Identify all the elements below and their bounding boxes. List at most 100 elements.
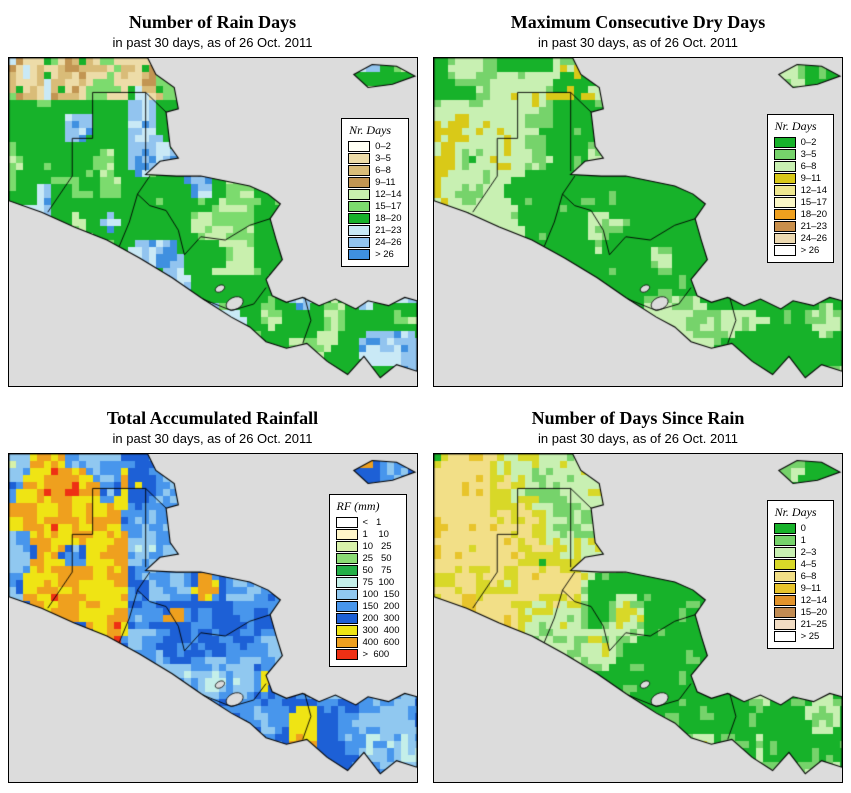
- legend-swatch: [335, 613, 358, 624]
- legend-label: 18–20: [375, 213, 402, 224]
- legend-swatch: [335, 517, 358, 528]
- legend-row: 1: [773, 535, 827, 546]
- legend-label: > 25: [800, 631, 820, 642]
- legend-row: 12–14: [773, 595, 827, 606]
- legend-label: 15–17: [800, 197, 827, 208]
- legend-label: 100 150: [362, 589, 400, 600]
- panel-subtitle: in past 30 days, as of 26 Oct. 2011: [538, 35, 738, 50]
- legend-row: 4–5: [773, 559, 827, 570]
- legend-label: 4–5: [800, 559, 817, 570]
- legend-label: 150 200: [362, 601, 400, 612]
- legend-label: 15–20: [800, 607, 827, 618]
- legend-days-since-rain: Nr. Days 0 1 2–3 4–5 6–8 9–11 12–14 15–20 21–25 >…: [766, 500, 834, 649]
- legend-swatch: [348, 225, 371, 236]
- legend-swatch: [773, 595, 796, 606]
- legend-label: 6–8: [375, 165, 391, 176]
- legend-row: 6–8: [348, 165, 401, 176]
- legend-label: 9–11: [375, 177, 396, 188]
- panel-title: Total Accumulated Rainfall: [106, 408, 319, 428]
- legend-row: > 25: [773, 631, 827, 642]
- legend-swatch: [335, 589, 358, 600]
- legend-row: 0: [773, 523, 827, 534]
- legend-row: 200 300: [335, 613, 400, 624]
- legend-label: 12–14: [375, 189, 402, 200]
- legend-row: 150 200: [335, 601, 400, 612]
- legend-row: 50 75: [335, 565, 400, 576]
- legend-row: 18–20: [773, 209, 827, 220]
- legend-row: 18–20: [348, 213, 402, 224]
- legend-rows: 0–2 3–5 6–8 9–11 12–14 15–17 18–20 21–23 24–26 > …: [773, 137, 827, 256]
- panel-subtitle: in past 30 days, as of 26 Oct. 2011: [112, 35, 313, 50]
- legend-label: 24–26: [800, 233, 827, 244]
- legend-dry-days: Nr. Days 0–2 3–5 6–8 9–11 12–14 15–17 18–20 21–…: [766, 114, 834, 263]
- legend-label: 9–11: [800, 173, 822, 184]
- legend-row: 2–3: [773, 547, 827, 558]
- legend-row: 25 50: [335, 553, 400, 564]
- legend-label: 10 25: [362, 541, 392, 552]
- legend-row: > 26: [773, 245, 827, 256]
- legend-title: Nr. Days: [774, 119, 817, 133]
- legend-swatch: [335, 553, 358, 564]
- legend-swatch: [335, 529, 358, 540]
- legend-row: 15–17: [773, 197, 827, 208]
- panel-subtitle: in past 30 days, as of 26 Oct. 2011: [538, 431, 738, 446]
- legend-swatch: [773, 571, 796, 582]
- legend-label: 15–17: [375, 201, 402, 212]
- legend-row: 12–14: [773, 185, 827, 196]
- legend-rows: 0 1 2–3 4–5 6–8 9–11 12–14 15–20 21–25 > 25: [773, 523, 827, 642]
- legend-swatch: [773, 631, 796, 642]
- legend-row: 1 10: [335, 529, 400, 540]
- legend-swatch: [348, 141, 371, 152]
- legend-swatch: [773, 535, 796, 546]
- legend-label: 6–8: [800, 571, 817, 582]
- legend-swatch: [348, 213, 371, 224]
- legend-row: 6–8: [773, 161, 827, 172]
- legend-title: RF (mm): [336, 499, 380, 513]
- legend-label: 18–20: [800, 209, 827, 220]
- legend-swatch: [335, 601, 358, 612]
- legend-label: 2–3: [800, 547, 817, 558]
- legend-row: 15–20: [773, 607, 827, 618]
- map-frame-rain-days: Nr. Days 0–2 3–5 6–8 9–11 12–14 15–17 18–20 21–…: [7, 57, 418, 387]
- legend-swatch: [773, 245, 796, 256]
- map-frame-days-since-rain: Nr. Days 0 1 2–3 4–5 6–8 9–11 12–14 15–20 21–25 >…: [433, 453, 843, 783]
- legend-swatch: [773, 137, 796, 148]
- legend-label: < 1: [362, 517, 382, 528]
- legend-row: 9–11: [773, 583, 827, 594]
- legend-label: 24–26: [375, 237, 402, 248]
- legend-row: 12–14: [348, 189, 402, 200]
- legend-label: 75 100: [362, 577, 395, 588]
- legend-swatch: [335, 541, 358, 552]
- legend-swatch: [348, 153, 371, 164]
- legend-row: 24–26: [773, 233, 827, 244]
- legend-swatch: [335, 649, 358, 660]
- legend-label: 3–5: [800, 149, 817, 160]
- legend-label: 21–23: [800, 221, 827, 232]
- legend-row: 100 150: [335, 589, 400, 600]
- legend-row: 24–26: [348, 237, 402, 248]
- legend-label: 21–25: [800, 619, 827, 630]
- legend-swatch: [335, 577, 358, 588]
- panel-title: Maximum Consecutive Dry Days: [510, 12, 766, 32]
- legend-row: 21–25: [773, 619, 827, 630]
- legend-swatch: [773, 173, 796, 184]
- legend-label: 12–14: [800, 185, 827, 196]
- legend-swatch: [773, 149, 796, 160]
- legend-swatch: [773, 607, 796, 618]
- legend-swatch: [773, 185, 796, 196]
- legend-row: < 1: [335, 517, 400, 528]
- legend-row: 15–17: [348, 201, 402, 212]
- legend-label: 200 300: [362, 613, 400, 624]
- legend-swatch: [773, 547, 796, 558]
- legend-label: 25 50: [362, 553, 392, 564]
- legend-swatch: [773, 619, 796, 630]
- legend-swatch: [773, 197, 796, 208]
- legend-row: 0–2: [348, 141, 401, 152]
- panel-subtitle: in past 30 days, as of 26 Oct. 2011: [112, 431, 313, 446]
- legend-swatch: [773, 161, 796, 172]
- legend-swatch: [348, 249, 371, 260]
- legend-row: 300 400: [335, 625, 400, 636]
- panel-max-consecutive-dry-days: Maximum Consecutive Dry Days in past 30 …: [425, 0, 851, 396]
